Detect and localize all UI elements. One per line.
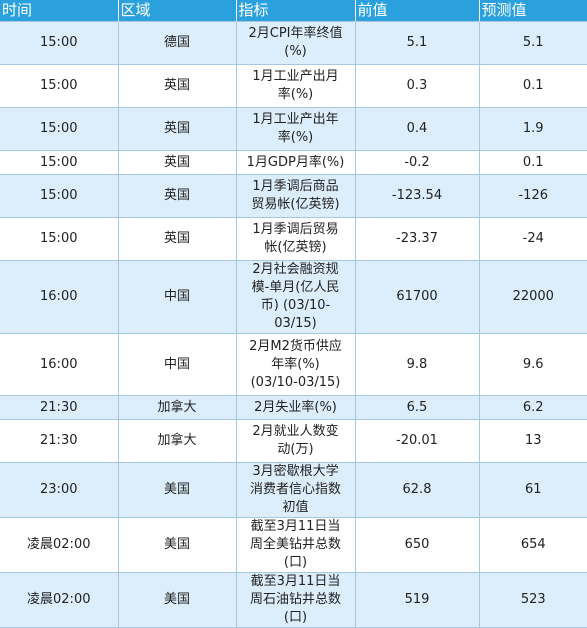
cell-region: 美国: [118, 462, 237, 518]
table-row: 15:00 英国 1月季调后商品贸易帐(亿英镑) -123.54 -126: [0, 174, 587, 218]
header-previous: 前值: [355, 0, 480, 22]
table-row: 凌晨02:00 美国 截至3月11日当周石油钻井总数(口) 519 523: [0, 572, 587, 628]
cell-region: 中国: [118, 333, 237, 396]
cell-previous: 61700: [355, 260, 480, 334]
cell-forecast: 13: [479, 419, 587, 463]
cell-forecast: -24: [479, 217, 587, 261]
table-row: 15:00 德国 2月CPI年率终值(%) 5.1 5.1: [0, 21, 587, 65]
header-time: 时间: [0, 0, 119, 22]
table-row: 21:30 加拿大 2月就业人数变动(万) -20.01 13: [0, 419, 587, 463]
table-row: 21:30 加拿大 2月失业率(%) 6.5 6.2: [0, 395, 587, 420]
cell-time: 15:00: [0, 217, 119, 261]
cell-region: 加拿大: [118, 395, 237, 420]
cell-forecast: 0.1: [479, 150, 587, 175]
cell-indicator: 3月密歇根大学消费者信心指数初值: [236, 462, 356, 518]
cell-time: 16:00: [0, 333, 119, 396]
cell-indicator: 1月工业产出年率(%): [236, 107, 356, 151]
cell-forecast: 654: [479, 517, 587, 573]
cell-time: 15:00: [0, 21, 119, 65]
table-row: 15:00 英国 1月工业产出年率(%) 0.4 1.9: [0, 107, 587, 151]
cell-forecast: -126: [479, 174, 587, 218]
cell-previous: -0.2: [355, 150, 480, 175]
header-row: 时间 区域 指标 前值 预测值: [0, 0, 587, 22]
cell-region: 英国: [118, 107, 237, 151]
cell-indicator: 2月就业人数变动(万): [236, 419, 356, 463]
cell-indicator: 2月失业率(%): [236, 395, 356, 420]
table-row: 15:00 英国 1月工业产出月率(%) 0.3 0.1: [0, 64, 587, 108]
cell-time: 15:00: [0, 64, 119, 108]
cell-time: 15:00: [0, 107, 119, 151]
cell-time: 23:00: [0, 462, 119, 518]
table-row: 凌晨02:00 美国 截至3月11日当周全美钻井总数(口) 650 654: [0, 517, 587, 573]
cell-forecast: 22000: [479, 260, 587, 334]
cell-indicator: 1月工业产出月率(%): [236, 64, 356, 108]
header-indicator: 指标: [236, 0, 356, 22]
table-row: 23:00 美国 3月密歇根大学消费者信心指数初值 62.8 61: [0, 462, 587, 518]
cell-region: 中国: [118, 260, 237, 334]
cell-forecast: 5.1: [479, 21, 587, 65]
cell-indicator: 1月季调后商品贸易帐(亿英镑): [236, 174, 356, 218]
cell-region: 美国: [118, 572, 237, 628]
header-forecast: 预测值: [479, 0, 587, 22]
cell-previous: -23.37: [355, 217, 480, 261]
cell-previous: -123.54: [355, 174, 480, 218]
cell-region: 德国: [118, 21, 237, 65]
cell-time: 凌晨02:00: [0, 572, 119, 628]
table-row: 16:00 中国 2月M2货币供应年率(%) (03/10-03/15) 9.8…: [0, 333, 587, 396]
cell-previous: 6.5: [355, 395, 480, 420]
table-row: 15:00 英国 1月GDP月率(%) -0.2 0.1: [0, 150, 587, 175]
cell-indicator: 2月M2货币供应年率(%) (03/10-03/15): [236, 333, 356, 396]
cell-previous: 0.4: [355, 107, 480, 151]
cell-forecast: 6.2: [479, 395, 587, 420]
cell-indicator: 1月GDP月率(%): [236, 150, 356, 175]
table-row: 15:00 英国 1月季调后贸易帐(亿英镑) -23.37 -24: [0, 217, 587, 261]
cell-region: 英国: [118, 64, 237, 108]
cell-region: 英国: [118, 150, 237, 175]
cell-indicator: 2月社会融资规模-单月(亿人民币) (03/10-03/15): [236, 260, 356, 334]
cell-previous: 9.8: [355, 333, 480, 396]
cell-forecast: 1.9: [479, 107, 587, 151]
cell-time: 16:00: [0, 260, 119, 334]
cell-region: 英国: [118, 174, 237, 218]
cell-region: 美国: [118, 517, 237, 573]
cell-time: 15:00: [0, 174, 119, 218]
header-region: 区域: [118, 0, 237, 22]
cell-previous: 5.1: [355, 21, 480, 65]
cell-indicator: 2月CPI年率终值(%): [236, 21, 356, 65]
cell-previous: 650: [355, 517, 480, 573]
cell-indicator: 截至3月11日当周石油钻井总数(口): [236, 572, 356, 628]
cell-previous: 519: [355, 572, 480, 628]
cell-indicator: 截至3月11日当周全美钻井总数(口): [236, 517, 356, 573]
cell-region: 英国: [118, 217, 237, 261]
cell-forecast: 0.1: [479, 64, 587, 108]
cell-forecast: 9.6: [479, 333, 587, 396]
cell-forecast: 61: [479, 462, 587, 518]
cell-previous: 62.8: [355, 462, 480, 518]
cell-time: 21:30: [0, 419, 119, 463]
cell-time: 21:30: [0, 395, 119, 420]
table-row: 16:00 中国 2月社会融资规模-单月(亿人民币) (03/10-03/15)…: [0, 260, 587, 334]
cell-region: 加拿大: [118, 419, 237, 463]
cell-time: 15:00: [0, 150, 119, 175]
cell-forecast: 523: [479, 572, 587, 628]
cell-previous: 0.3: [355, 64, 480, 108]
cell-previous: -20.01: [355, 419, 480, 463]
cell-time: 凌晨02:00: [0, 517, 119, 573]
cell-indicator: 1月季调后贸易帐(亿英镑): [236, 217, 356, 261]
